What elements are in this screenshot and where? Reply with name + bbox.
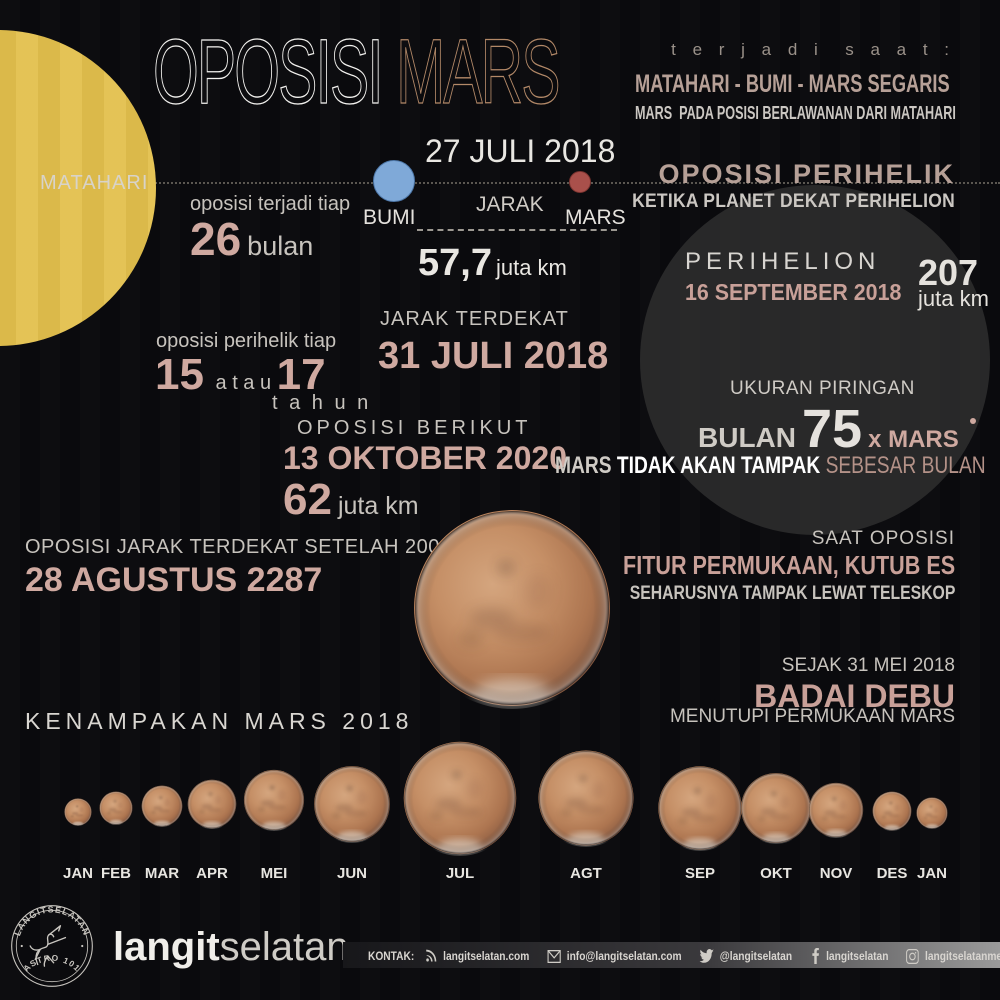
svg-text:ASTRO 101: ASTRO 101: [21, 953, 83, 974]
